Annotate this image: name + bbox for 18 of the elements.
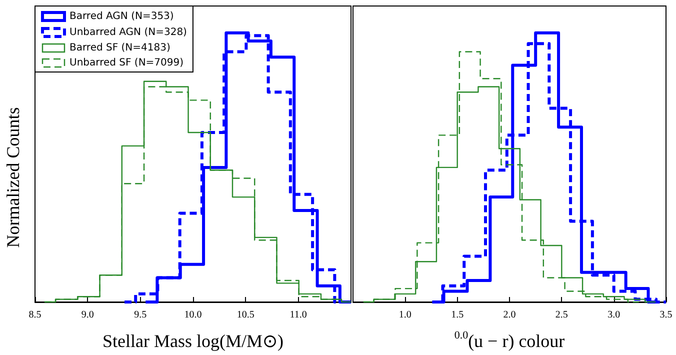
x-tick-label: 10.5 [236,310,254,320]
x-tick-label: 8.5 [28,310,42,320]
x-tick-label: 2.5 [555,310,568,320]
y-axis-title: Normalized Counts [3,107,23,248]
x-tick-label: 3.5 [660,310,672,320]
x-axis-title: Stellar Mass log(M/M⊙) [102,331,284,351]
x-tick-label: 9.5 [134,310,147,320]
x-tick-label: 1.5 [451,310,464,320]
x-tick-label: 9.0 [81,310,94,320]
x-tick-label: 3.0 [608,310,620,320]
legend-label: Unbarred AGN (N=328) [70,27,188,38]
x-tick-label: 1.0 [398,310,412,320]
legend-label: Unbarred SF (N=7099) [70,58,184,68]
legend-label: Barred SF (N=4183) [70,42,170,54]
x-tick-label: 10.0 [184,310,202,320]
legend-label: Barred AGN (N=353) [70,11,174,22]
x-tick-label: 2.0 [503,310,516,320]
x-tick-label: 11.0 [290,310,307,320]
